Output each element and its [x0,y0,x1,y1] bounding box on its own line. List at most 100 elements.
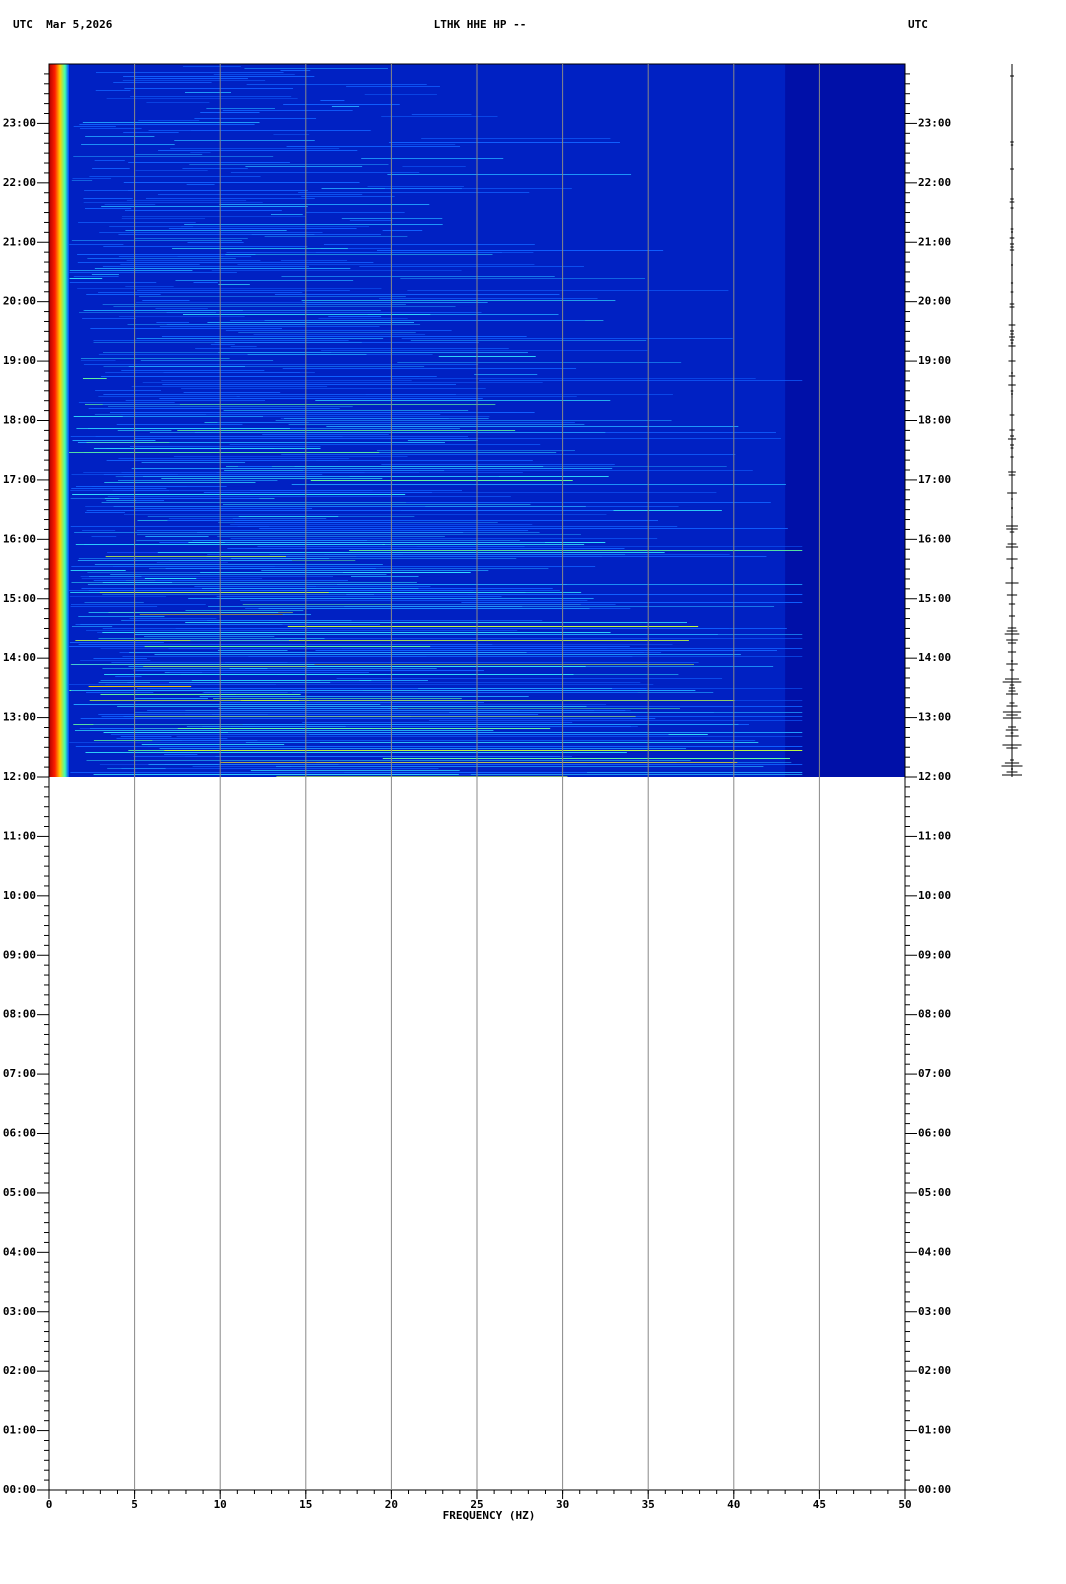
spectrogram-streak [85,506,426,507]
y-tick-label-right: 05:00 [918,1186,951,1199]
spectrogram-streak [69,270,193,271]
spectrogram-streak [121,768,439,769]
spectrogram-streak [280,70,311,71]
spectrogram-streak [240,700,299,701]
spectrogram-streak [169,672,369,673]
spectrogram-streak [222,504,531,505]
spectrogram-streak [337,584,803,585]
spectrogram-streak [94,564,383,565]
spectrogram-streak [149,568,549,569]
spectrogram-streak [78,402,175,403]
spectrogram-streak [144,646,431,647]
spectrogram-streak [83,202,263,203]
spectrogram-streak [77,254,256,255]
spectrogram-streak [69,596,167,597]
spectrogram-streak [245,166,363,167]
spectrogram-streak [126,260,261,261]
spectrogram-streak [141,462,246,463]
spectrogram-streak [275,638,803,639]
spectrogram-streak [180,674,387,675]
spectrogram-streak [230,538,658,539]
spectrogram-streak [161,478,383,479]
spectrogram-streak [86,442,170,443]
y-tick-label-right: 10:00 [918,889,951,902]
spectrogram-streak [119,498,260,499]
spectrogram-streak [285,556,767,557]
chart-title: LTHK HHE HP -- [434,18,527,31]
spectrogram-streak [104,204,156,205]
spectrogram-streak [91,536,117,537]
spectrogram-streak [210,344,235,345]
spectrogram-streak [125,400,266,401]
spectrogram-streak [134,712,714,713]
spectrogram-streak [129,652,527,653]
spectrogram-streak [128,366,245,367]
spectrogram-streak [184,92,231,93]
spectrogram-streak [291,484,786,485]
spectrogram-streak [148,130,371,131]
spectrogram-streak [94,160,125,161]
y-tick-label: 17:00 [3,473,36,486]
spectrogram-streak [116,424,243,425]
spectrogram-streak [391,378,756,379]
spectrogram-streak [301,304,322,305]
spectrogram-streak [124,210,282,211]
spectrogram-streak [225,466,544,467]
spectrogram-streak [89,700,735,701]
spectrogram-streak [261,570,489,571]
spectrogram-streak [307,666,586,667]
spectrogram-streak [382,230,423,231]
spectrogram-streak [93,342,362,343]
spectrogram-streak [351,576,419,577]
spectrogram-streak [106,500,137,501]
spectrogram-streak [183,314,431,315]
spectrogram-streak [80,660,151,661]
spectrogram-streak [71,180,93,181]
spectrogram-streak [79,128,142,129]
spectrogram-streak [301,300,616,301]
spectrogram-streak [192,766,292,767]
spectrogram-streak [174,140,315,141]
spectrogram-streak [133,756,572,757]
spectrogram-streak [102,266,310,267]
spectrogram-streak [123,76,315,77]
spectrogram-streak [407,440,478,441]
spectrogram-streak [74,532,464,533]
spectrogram-streak [82,378,107,379]
x-tick-label: 0 [46,1498,53,1511]
spectrogram-streak [158,150,358,151]
spectrogram-streak [237,526,678,527]
spectrogram-streak [80,358,230,359]
spectrogram-streak [161,336,527,337]
spectrogram-streak [315,252,534,253]
spectrogram-streak [159,748,687,749]
y-tick-label-right: 16:00 [918,532,951,545]
spectrogram-streak [346,86,440,87]
spectrogram-streak [156,322,190,323]
spectrogram-streak [225,254,493,255]
spectrogram-streak [88,612,279,613]
x-tick-label: 45 [813,1498,826,1511]
spectrogram-streak [69,742,320,743]
spectrogram-streak [88,686,192,687]
spectrogram-streak [110,574,387,575]
spectrogram-streak [136,408,340,409]
spectrogram-streak [227,548,625,549]
spectrogram-streak [154,654,741,655]
spectrogram-streak [98,292,303,293]
spectrogram-streak [326,426,739,427]
spectrogram-streak [141,744,285,745]
spectrogram-streak [161,380,412,381]
spectrogram-streak [230,524,533,525]
spectrogram-streak [170,148,340,149]
spectrogram-streak [93,740,182,741]
spectrogram-streak [220,702,484,703]
spectrogram-streak [131,386,328,387]
spectrogram-streak [230,726,631,727]
spectrogram-streak [76,428,290,429]
spectrogram-streak [115,676,142,677]
spectrogram-streak [100,648,383,649]
spectrogram-streak [349,220,393,221]
spectrogram-streak [244,68,388,69]
spectrogram-streak [223,410,469,411]
